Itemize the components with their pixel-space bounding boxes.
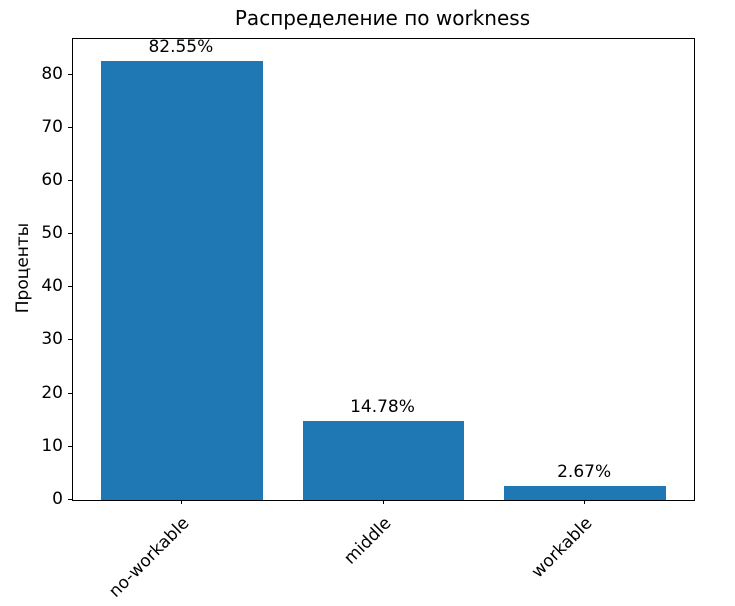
y-tick-label: 40 [41, 276, 63, 297]
x-tick-label: no-workable [105, 513, 194, 602]
x-tick-mark [382, 500, 384, 504]
y-tick-mark [68, 179, 72, 181]
x-tick-mark [584, 500, 586, 504]
y-tick-label: 60 [41, 169, 63, 190]
y-tick-label: 10 [41, 435, 63, 456]
x-tick-label: workable [527, 513, 597, 583]
y-tick-mark [68, 499, 72, 500]
bar-middle [302, 421, 465, 500]
chart-title: Распределение по workness [234, 6, 531, 30]
bar-no-workable [101, 61, 263, 500]
bar-value-label: 2.67% [557, 461, 612, 482]
y-tick-label: 80 [41, 63, 63, 84]
y-tick-mark [68, 339, 72, 341]
y-tick-label: 20 [41, 382, 63, 403]
plot-area [72, 38, 695, 501]
x-tick-mark [180, 500, 182, 504]
bar-value-label: 14.78% [350, 397, 415, 418]
y-tick-mark [68, 126, 72, 128]
y-tick-mark [68, 445, 72, 447]
bar-value-label: 82.55% [148, 37, 214, 58]
y-tick-label: 0 [52, 489, 63, 509]
y-tick-mark [68, 73, 72, 75]
y-tick-mark [68, 392, 72, 394]
bar-workable [504, 485, 666, 500]
x-tick-label: middle [339, 513, 395, 569]
y-tick-label: 50 [41, 223, 63, 244]
y-tick-label: 70 [41, 116, 63, 137]
y-tick-mark [68, 286, 72, 288]
y-tick-label: 30 [41, 329, 63, 350]
y-tick-mark [68, 233, 72, 235]
